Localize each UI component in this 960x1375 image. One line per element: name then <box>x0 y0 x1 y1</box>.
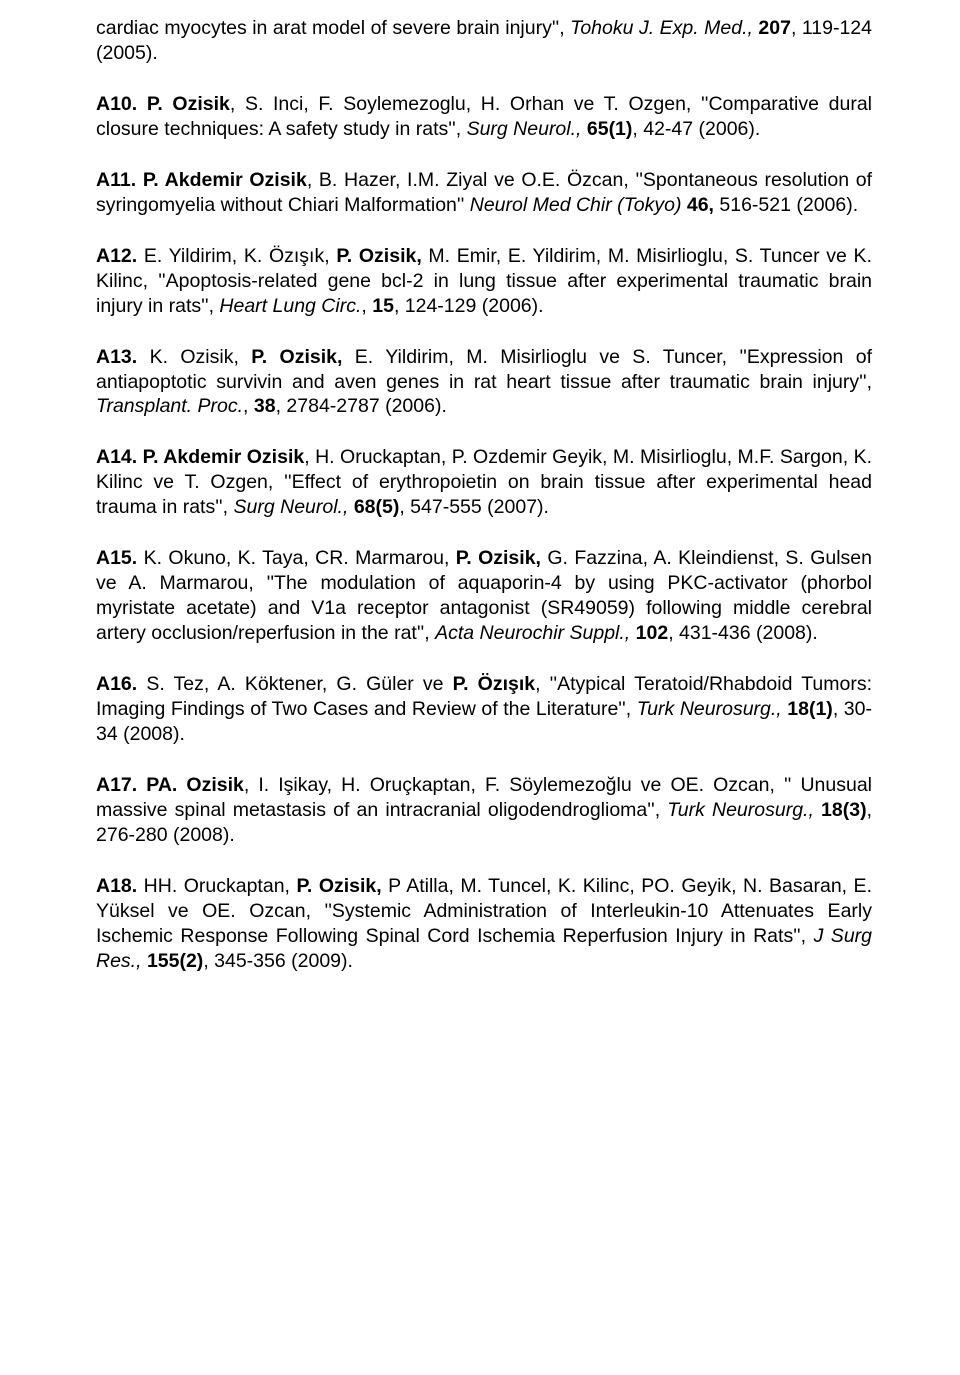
text-run: 155(2) <box>147 950 203 972</box>
text-run: , <box>361 295 372 317</box>
reference-A14: A14. P. Akdemir Ozisik, H. Oruckaptan, P… <box>96 445 872 520</box>
text-run <box>137 93 147 115</box>
text-run <box>137 774 146 796</box>
text-run: 207 <box>758 17 791 39</box>
reference-A16: A16. S. Tez, A. Köktener, G. Güler ve P.… <box>96 672 872 747</box>
text-run: Tohoku J. Exp. Med., <box>570 17 753 39</box>
text-run: 15 <box>372 295 394 317</box>
text-run: P. Ozisik, <box>251 346 342 368</box>
text-run: A15. <box>96 547 137 569</box>
text-run: 38 <box>254 395 276 417</box>
text-run <box>814 799 821 821</box>
text-run: , <box>243 395 254 417</box>
reference-A11: A11. P. Akdemir Ozisik, B. Hazer, I.M. Z… <box>96 168 872 218</box>
text-run: Acta Neurochir Suppl., <box>435 622 630 644</box>
text-run: A14. <box>96 446 137 468</box>
text-run: Surg Neurol., <box>467 118 582 140</box>
text-run: PA. Ozisik <box>146 774 244 796</box>
text-run: E. Yildirim, K. Özışık, <box>137 245 336 267</box>
text-run: Neurol Med Chir (Tokyo) <box>470 194 682 216</box>
text-run: 65(1) <box>587 118 633 140</box>
text-run: A17. <box>96 774 137 796</box>
text-run: , 547-555 (2007). <box>399 496 549 518</box>
text-run: A18. <box>96 875 137 897</box>
text-run: A10. <box>96 93 137 115</box>
text-run: 516-521 (2006). <box>714 194 858 216</box>
reference-A17: A17. PA. Ozisik, I. Işikay, H. Oruçkapta… <box>96 773 872 848</box>
text-run: K. Ozisik, <box>137 346 251 368</box>
text-run: K. Okuno, K. Taya, CR. Marmarou, <box>137 547 456 569</box>
text-run: A12. <box>96 245 137 267</box>
text-run: 68(5) <box>354 496 400 518</box>
text-run: Surg Neurol., <box>234 496 349 518</box>
text-run: cardiac myocytes in arat model of severe… <box>96 17 570 39</box>
text-run: , 2784-2787 (2006). <box>276 395 447 417</box>
text-run <box>136 169 143 191</box>
text-run: P. Ozisik <box>147 93 230 115</box>
text-run: 46, <box>687 194 714 216</box>
text-run: HH. Oruckaptan, <box>137 875 296 897</box>
text-run: A16. <box>96 673 137 695</box>
document-page: cardiac myocytes in arat model of severe… <box>0 0 960 1040</box>
text-run: 18(3) <box>821 799 867 821</box>
reference-A18: A18. HH. Oruckaptan, P. Ozisik, P Atilla… <box>96 874 872 974</box>
reference-A15: A15. K. Okuno, K. Taya, CR. Marmarou, P.… <box>96 546 872 646</box>
text-run: , 345-356 (2009). <box>203 950 353 972</box>
text-run: P. Özışık <box>453 673 535 695</box>
text-run: P. Akdemir Ozisik <box>143 169 307 191</box>
reference-A12: A12. E. Yildirim, K. Özışık, P. Ozisik, … <box>96 244 872 319</box>
text-run: A11. <box>96 169 136 191</box>
text-run: Turk Neurosurg., <box>667 799 814 821</box>
text-run: 18(1) <box>787 698 833 720</box>
text-run: Turk Neurosurg., <box>637 698 782 720</box>
text-run: S. Tez, A. Köktener, G. Güler ve <box>137 673 452 695</box>
reference-A9_cont: cardiac myocytes in arat model of severe… <box>96 16 872 66</box>
text-run: , 42-47 (2006). <box>632 118 760 140</box>
text-run: P. Ozisik, <box>336 245 421 267</box>
text-run: , 431-436 (2008). <box>668 622 818 644</box>
text-run: P. Akdemir Ozisik <box>143 446 305 468</box>
reference-A10: A10. P. Ozisik, S. Inci, F. Soylemezoglu… <box>96 92 872 142</box>
text-run: Transplant. Proc. <box>96 395 243 417</box>
text-run: A13. <box>96 346 137 368</box>
text-run: 102 <box>636 622 669 644</box>
text-run: P. Ozisik, <box>296 875 381 897</box>
reference-A13: A13. K. Ozisik, P. Ozisik, E. Yildirim, … <box>96 345 872 420</box>
text-run: P. Ozisik, <box>456 547 541 569</box>
text-run: , 124-129 (2006). <box>394 295 544 317</box>
text-run: Heart Lung Circ. <box>219 295 361 317</box>
